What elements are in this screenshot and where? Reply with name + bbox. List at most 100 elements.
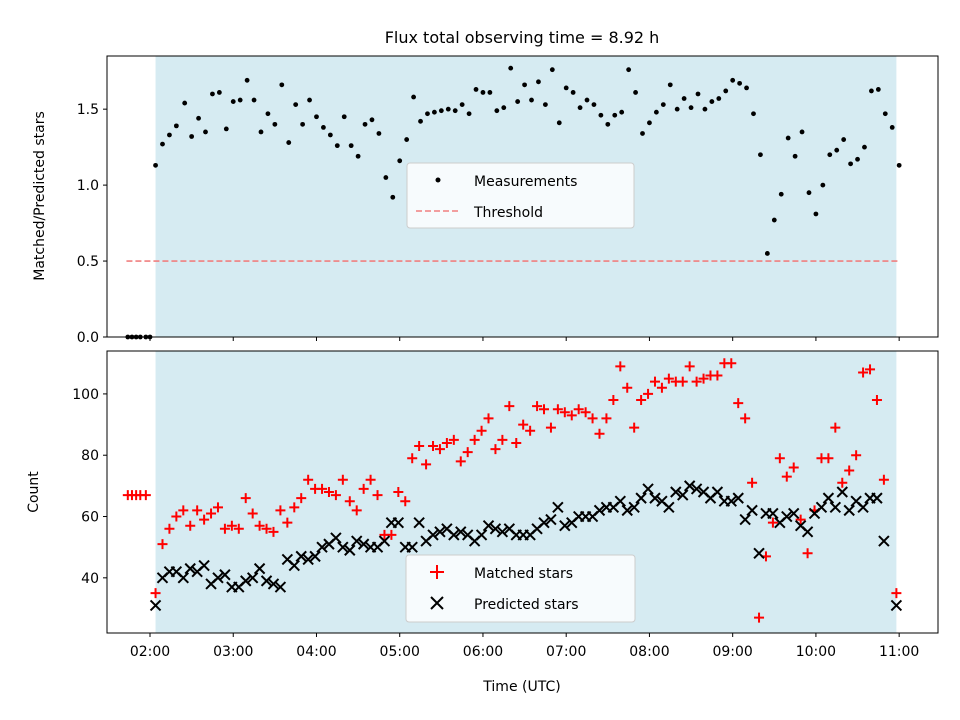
matched-star-point [171,511,182,522]
count-x-ticks: 02:00 03:00 04:00 05:00 06:00 07:00 08:00 09:00… [130,633,919,660]
predicted-star-point [475,529,488,541]
predicted-star-point [746,504,758,517]
measurement-point [411,94,416,100]
measurement-point [667,82,673,88]
predicted-star-point [344,544,356,556]
measurement-point [827,152,833,158]
measurement-point [542,102,548,108]
predicted-star-point [482,520,495,532]
predicted-star-point [378,535,391,547]
predicted-star-point [857,501,869,514]
count-y-tick-label: 100 [72,387,99,403]
measurement-point [626,67,632,73]
predicted-star-point [614,495,627,507]
matched-star-point [212,502,223,513]
matched-star-point [233,523,244,534]
ratio-y-axis-label: Matched/Predicted stars [32,111,48,281]
predicted-star-point [274,581,287,593]
count-x-tick-label: 06:00 [463,644,503,660]
predicted-star-point [392,516,405,529]
predicted-star-point [434,526,446,538]
matched-star-point [552,404,563,415]
measurement-point [167,132,172,138]
ratio-legend-box [406,162,635,229]
matched-star-point [164,523,175,534]
predicted-star-point [635,492,647,504]
measurement-point [889,124,895,130]
x-axis-label: Time (UTC) [482,679,560,695]
chart-title: Flux total observing time = 8.92 h [385,28,660,47]
matched-star-point [608,395,619,406]
measurement-point [848,161,853,167]
predicted-star-point [711,486,724,498]
predicted-star-point [690,483,703,495]
measurement-point [882,111,888,117]
count-x-tick-label: 08:00 [629,644,669,660]
measurement-point [584,97,590,103]
measurement-point [251,97,257,103]
matched-star-point [393,487,404,497]
ratio-panel: Flux total observing time = 8.92 h 0.0 0.… [32,28,939,346]
measurement-point [702,106,708,112]
predicted-star-point [149,599,162,612]
measurement-point [223,126,229,132]
measurement-point [466,111,472,117]
measurement-point [307,97,312,103]
measurement-point [196,115,201,121]
predicted-star-point [295,550,307,563]
measurement-point [633,90,638,95]
matched-star-point [421,459,432,470]
matched-star-point [448,434,459,445]
measurement-point [376,131,382,136]
predicted-star-point [406,541,418,553]
matched-star-point [643,388,654,399]
predicted-star-point [240,575,252,587]
matched-star-point [441,437,452,448]
predicted-star-point [413,516,425,529]
legend-threshold-label: Threshold [473,205,543,221]
predicted-star-point [337,541,349,553]
matched-star-point [296,493,307,504]
measurements-series [125,65,902,340]
predicted-star-point [683,480,696,492]
count-legend-box [405,554,636,623]
ratio-y-tick-label: 0.5 [77,254,99,270]
predicted-star-point [288,559,300,572]
legend-predicted-marker [430,596,444,610]
matched-star-point [594,428,605,439]
matched-stars-series [122,358,902,623]
count-y-ticks: 40 60 80 100 [72,387,107,587]
matched-star-point [788,462,799,473]
matched-star-point [289,502,300,513]
measurement-point [653,109,659,115]
measurement-point [834,147,840,153]
predicted-star-point [753,547,765,560]
measurement-point [418,118,423,124]
matched-star-point [282,517,293,528]
measurement-point [237,97,243,103]
ratio-y-tick-label: 1.5 [77,102,99,118]
ratio-y-tick-label: 1.0 [77,178,99,194]
matched-star-point [823,453,834,464]
measurement-point [778,191,784,197]
measurement-point [605,121,611,127]
measurement-point [355,153,361,159]
matched-star-point [275,505,286,516]
matched-star-point [601,413,612,424]
predicted-stars-series [149,480,903,612]
measurement-point [563,85,569,91]
predicted-star-point [448,529,460,541]
matched-star-point [337,474,348,485]
legend-measurements-label: Measurements [474,174,577,190]
legend-matched-marker [430,565,444,579]
matched-star-point [192,505,203,516]
matched-star-point [684,361,695,372]
measurement-point [210,91,215,97]
matched-star-point [476,425,487,436]
ratio-y-tick-label: 0.0 [77,330,99,346]
measurement-point [321,124,326,130]
measurement-point [695,91,701,97]
measurement-point [501,105,507,111]
predicted-star-point [822,492,835,504]
measurement-point [751,111,756,117]
